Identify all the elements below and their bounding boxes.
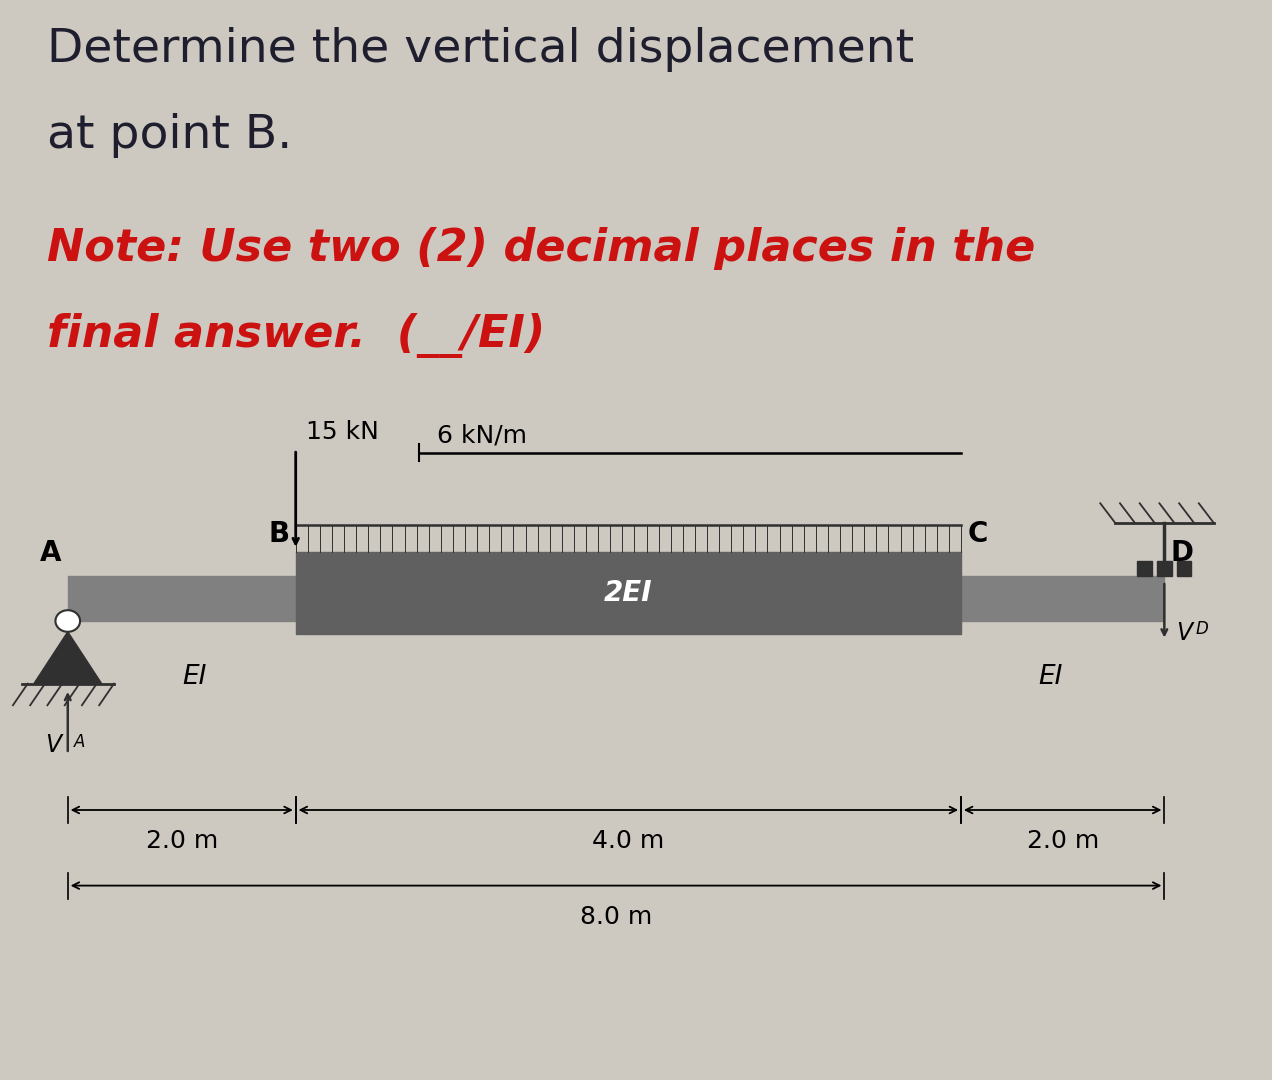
Bar bbox=[962, 576, 1164, 621]
Bar bbox=[1177, 561, 1192, 576]
Text: 15 kN: 15 kN bbox=[305, 420, 379, 444]
Text: 8.0 m: 8.0 m bbox=[580, 905, 653, 929]
Text: 2EI: 2EI bbox=[604, 579, 653, 607]
Bar bbox=[67, 576, 295, 621]
Text: at point B.: at point B. bbox=[47, 113, 293, 159]
Text: 6 kN/m: 6 kN/m bbox=[438, 423, 528, 447]
Text: 2.0 m: 2.0 m bbox=[145, 829, 218, 853]
Text: EI: EI bbox=[182, 664, 206, 690]
Circle shape bbox=[56, 610, 80, 632]
Bar bbox=[1137, 561, 1152, 576]
Text: B: B bbox=[268, 519, 290, 548]
Text: D: D bbox=[1170, 539, 1193, 567]
Text: 2.0 m: 2.0 m bbox=[1027, 829, 1099, 853]
Bar bbox=[295, 552, 962, 634]
Text: C: C bbox=[967, 519, 987, 548]
Bar bbox=[1158, 561, 1172, 576]
Text: final answer.  (__/EI): final answer. (__/EI) bbox=[47, 313, 546, 359]
Text: D: D bbox=[1196, 620, 1208, 638]
Text: V: V bbox=[1177, 621, 1193, 645]
Text: Determine the vertical displacement: Determine the vertical displacement bbox=[47, 27, 915, 72]
Text: A: A bbox=[74, 732, 85, 751]
Text: Note: Use two (2) decimal places in the: Note: Use two (2) decimal places in the bbox=[47, 227, 1035, 270]
Text: A: A bbox=[41, 539, 61, 567]
Text: V: V bbox=[46, 733, 61, 757]
Polygon shape bbox=[34, 632, 102, 684]
Text: 4.0 m: 4.0 m bbox=[593, 829, 664, 853]
Text: EI: EI bbox=[1038, 664, 1062, 690]
